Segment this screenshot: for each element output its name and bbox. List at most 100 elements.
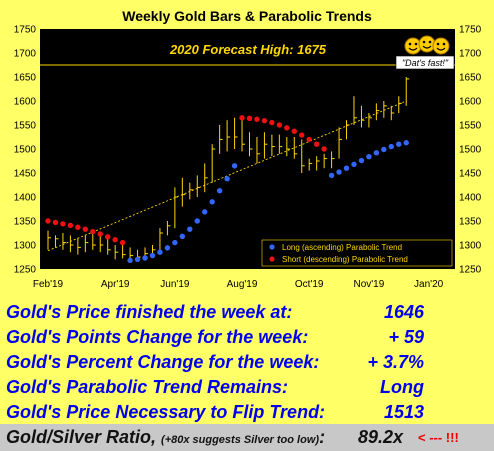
- y-tick-label-left: 1250: [14, 265, 37, 276]
- short-trend-point: [306, 136, 312, 143]
- y-tick-label-right: 1750: [459, 25, 482, 36]
- speech-bubble-text: "Dat's fast!": [402, 58, 449, 68]
- x-tick-label: Aug'19: [227, 279, 258, 290]
- y-axis-left: 1750 1700 1650 1600 1550 1500 1450 1400 1350 1300…: [14, 25, 37, 276]
- y-tick-label-right: 1650: [459, 73, 482, 84]
- long-trend-point: [336, 169, 342, 175]
- short-trend-point: [276, 122, 283, 128]
- stat-row-points-change: Gold's Points Change for the week: + 59: [0, 325, 494, 349]
- stat-row-percent-change: Gold's Percent Change for the week: + 3.…: [0, 350, 494, 374]
- short-trend-point: [112, 237, 118, 243]
- gold-chart: Weekly Gold Bars & Parabolic Trends 1750…: [13, 8, 482, 290]
- regression-trend-line: [47, 100, 407, 252]
- y-tick-label-left: 1750: [14, 25, 37, 36]
- legend-short-label: Short (descending) Parabolic Trend: [282, 255, 408, 264]
- smiley-icons: [404, 35, 450, 55]
- short-trend-point: [239, 115, 245, 121]
- short-trend-point: [97, 231, 103, 237]
- short-trend-point: [60, 221, 66, 227]
- ratio-label: Gold/Silver Ratio, (+80x suggests Silver…: [6, 427, 325, 448]
- short-trend-point: [291, 128, 297, 134]
- stat-value: Long: [380, 377, 424, 397]
- short-trend-series: [45, 115, 327, 246]
- long-trend-point: [224, 176, 230, 182]
- long-trend-point: [194, 218, 200, 224]
- long-trend-point: [202, 209, 208, 215]
- y-tick-label-right: 1250: [459, 265, 482, 276]
- forecast-annotation: 2020 Forecast High: 1675: [169, 42, 327, 57]
- smiley-icon: [418, 35, 436, 53]
- short-trend-point: [82, 226, 89, 232]
- long-trend-point: [381, 146, 387, 153]
- y-tick-label-left: 1400: [14, 193, 37, 204]
- stat-value: + 59: [388, 327, 424, 347]
- long-trend-point: [179, 233, 186, 240]
- x-tick-label: Jan'20: [414, 279, 444, 290]
- stat-row-price: Gold's Price finished the week at: 1646: [0, 300, 494, 324]
- stat-label: Gold's Percent Change for the week:: [6, 352, 320, 372]
- stat-label: Gold's Parabolic Trend Remains:: [6, 377, 289, 397]
- stats-panel: Gold's Price finished the week at: 1646 …: [0, 300, 494, 451]
- legend-box: [261, 239, 453, 267]
- long-trend-point: [157, 249, 163, 255]
- y-tick-label-left: 1350: [14, 217, 37, 228]
- long-trend-point: [343, 165, 350, 171]
- y-tick-label-right: 1400: [459, 193, 482, 204]
- ratio-label-text: Gold/Silver Ratio,: [6, 427, 162, 447]
- stat-label: Gold's Points Change for the week:: [6, 327, 309, 347]
- long-trend-point: [396, 141, 402, 147]
- short-trend-point: [246, 115, 253, 121]
- long-trend-point: [172, 239, 178, 246]
- long-trend-point: [187, 226, 193, 232]
- y-tick-label-left: 1650: [14, 73, 37, 84]
- long-trend-point: [134, 256, 141, 263]
- stat-value: + 3.7%: [367, 352, 424, 372]
- short-trend-point: [45, 218, 51, 224]
- long-trend-point: [351, 161, 357, 168]
- ratio-arrow: < --- !!!: [418, 430, 459, 445]
- long-trend-point: [373, 150, 380, 156]
- legend-short-marker: [269, 256, 275, 262]
- long-trend-point: [358, 157, 365, 164]
- long-trend-point: [164, 245, 171, 251]
- y-tick-label-left: 1600: [14, 97, 37, 108]
- smiley-icon: [404, 37, 422, 55]
- stat-value: 1513: [383, 402, 424, 422]
- ratio-value: 89.2x: [358, 427, 404, 447]
- legend-long-marker: [269, 244, 275, 250]
- x-tick-label: Jun'19: [160, 279, 190, 290]
- short-trend-point: [67, 222, 74, 229]
- x-tick-label: Apr'19: [101, 279, 130, 290]
- y-tick-label-left: 1300: [14, 241, 37, 252]
- long-trend-point: [231, 163, 238, 169]
- short-trend-point: [254, 116, 260, 122]
- stat-row-trend: Gold's Parabolic Trend Remains: Long: [0, 375, 494, 399]
- x-tick-label: Feb'19: [33, 279, 64, 290]
- long-trend-point: [209, 199, 215, 205]
- long-trend-point: [216, 188, 223, 194]
- x-tick-label: Oct'19: [295, 279, 324, 290]
- y-tick-label-left: 1700: [14, 49, 37, 60]
- short-trend-point: [299, 132, 305, 138]
- weekly-bars: [47, 77, 410, 262]
- y-axis-right: 1750 1700 1650 1600 1550 1500 1450 1400 1350 1300…: [459, 25, 482, 276]
- short-trend-point: [52, 219, 59, 226]
- short-trend-point: [75, 224, 81, 230]
- long-trend-point: [142, 255, 148, 261]
- short-trend-point: [119, 239, 126, 246]
- chart-panel: Weekly Gold Bars & Parabolic Trends 1750…: [13, 8, 482, 290]
- chart-title: Weekly Gold Bars & Parabolic Trends: [122, 8, 372, 24]
- long-trend-point: [328, 172, 335, 179]
- speech-bubble: [395, 55, 455, 70]
- y-tick-label-right: 1500: [459, 145, 482, 156]
- stat-label: Gold's Price finished the week at:: [6, 302, 293, 322]
- long-trend-point: [388, 143, 394, 150]
- long-trend-point: [149, 252, 156, 259]
- y-tick-label-right: 1600: [459, 97, 482, 108]
- y-tick-label-right: 1700: [459, 49, 482, 60]
- stat-row-flip-price: Gold's Price Necessary to Flip Trend: 15…: [0, 400, 494, 424]
- short-trend-point: [90, 228, 96, 235]
- y-tick-label-left: 1500: [14, 145, 37, 156]
- short-trend-point: [321, 146, 327, 152]
- long-trend-point: [403, 140, 409, 146]
